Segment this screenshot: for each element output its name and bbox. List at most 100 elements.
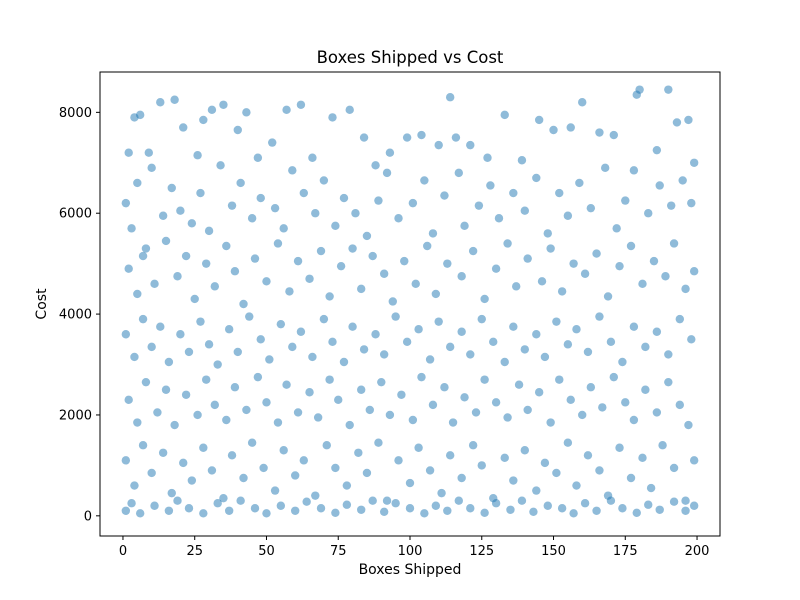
data-point	[365, 405, 375, 415]
data-point	[371, 161, 380, 170]
data-point	[250, 254, 260, 263]
data-point	[135, 110, 145, 120]
data-point	[445, 93, 455, 102]
data-point	[514, 380, 524, 389]
data-point	[279, 446, 288, 455]
data-point	[319, 176, 329, 185]
data-point	[374, 438, 383, 447]
data-point	[368, 496, 377, 505]
data-point	[675, 400, 685, 410]
data-point	[348, 322, 357, 331]
data-point	[351, 209, 360, 218]
data-point	[282, 105, 291, 115]
data-point	[534, 388, 544, 397]
data-point	[379, 350, 389, 359]
data-point	[224, 506, 234, 515]
data-point	[374, 196, 383, 205]
data-point	[293, 408, 303, 417]
data-point	[595, 128, 604, 137]
data-point	[133, 289, 142, 299]
data-point	[210, 282, 220, 291]
data-point	[336, 261, 346, 271]
data-point	[566, 395, 575, 405]
data-point	[385, 148, 395, 157]
data-point	[583, 451, 593, 460]
data-point	[179, 458, 188, 468]
data-point	[385, 410, 395, 420]
data-point	[491, 499, 501, 508]
data-point	[224, 325, 234, 334]
data-point	[687, 198, 696, 208]
data-point	[500, 453, 509, 463]
data-point	[494, 214, 504, 223]
x-tick-label: 0	[119, 544, 127, 559]
data-point	[290, 506, 300, 515]
x-tick-label: 175	[613, 544, 638, 559]
data-point	[170, 420, 179, 430]
data-point	[268, 138, 277, 147]
data-point	[247, 214, 257, 223]
data-point	[236, 496, 245, 505]
data-point	[138, 441, 148, 450]
data-point	[466, 140, 475, 150]
data-point	[580, 499, 590, 508]
data-point	[445, 342, 455, 352]
data-point	[555, 188, 564, 198]
data-point	[661, 272, 670, 281]
data-point	[242, 405, 251, 415]
data-point	[150, 501, 159, 510]
data-point	[414, 325, 423, 334]
data-point	[423, 241, 432, 251]
data-point	[563, 438, 573, 447]
data-point	[124, 264, 133, 273]
data-point	[138, 314, 148, 324]
data-point	[222, 241, 231, 251]
data-point	[506, 505, 515, 514]
data-point	[512, 282, 521, 291]
y-tick-label: 0	[84, 509, 92, 524]
data-point	[609, 372, 618, 382]
data-point	[408, 415, 418, 425]
data-point	[121, 198, 131, 208]
data-point	[339, 357, 349, 367]
x-tick-label: 125	[469, 544, 494, 559]
data-point	[572, 325, 581, 334]
data-point	[586, 203, 596, 213]
data-point	[181, 390, 191, 399]
data-point	[357, 505, 366, 514]
data-point	[124, 148, 133, 157]
data-point	[311, 209, 320, 218]
data-point	[259, 463, 268, 473]
data-point	[342, 481, 352, 490]
data-point	[402, 133, 412, 142]
data-point	[222, 415, 231, 425]
data-point	[184, 504, 194, 513]
y-tick-label: 4000	[59, 308, 92, 323]
data-point	[288, 166, 297, 175]
data-point	[520, 345, 530, 354]
data-point	[652, 327, 662, 336]
data-point	[247, 438, 257, 447]
data-point	[534, 115, 544, 125]
data-point	[239, 299, 248, 309]
y-axis-ticks: 0 2000 4000 6000 8000	[59, 106, 100, 524]
data-point	[689, 501, 699, 510]
data-point	[147, 163, 156, 173]
data-point	[236, 178, 245, 188]
data-point	[615, 443, 624, 452]
data-point	[339, 193, 349, 203]
data-point	[282, 380, 291, 389]
data-point	[486, 181, 495, 190]
data-point	[503, 239, 512, 248]
data-point	[299, 456, 308, 465]
data-point	[239, 473, 248, 483]
data-point	[379, 507, 389, 516]
data-point	[468, 441, 478, 450]
data-point	[546, 418, 555, 427]
data-point	[135, 509, 145, 518]
data-point	[626, 241, 636, 251]
data-point	[199, 443, 208, 452]
x-axis-ticks: 0 25 50 75 100 125 150 175 200	[119, 536, 709, 559]
data-point	[181, 251, 191, 261]
data-point	[362, 231, 372, 241]
